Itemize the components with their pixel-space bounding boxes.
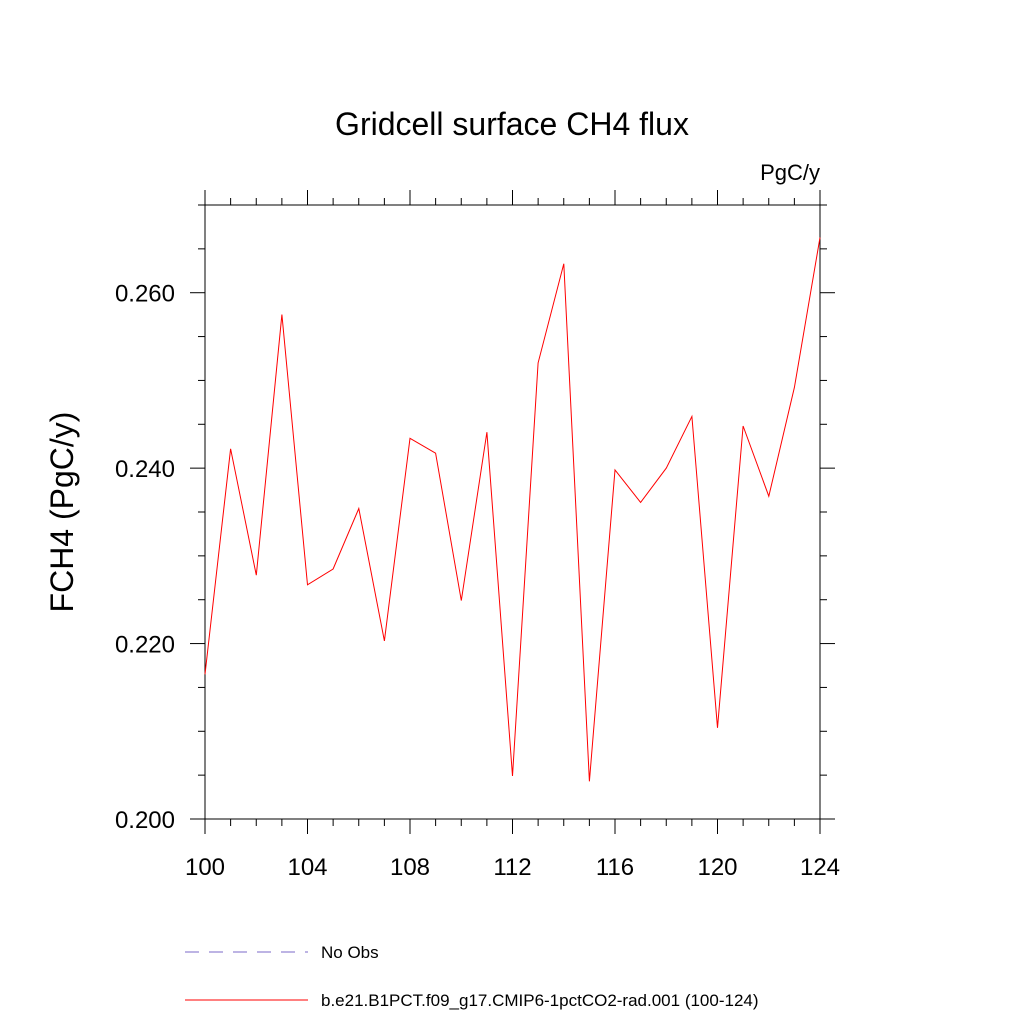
y-tick-label: 0.260 [115,281,175,308]
y-tick-label: 0.220 [115,632,175,659]
tick-labels: 100 104 108 112 116 120 124 0.200 0.220 0.240 0.26… [115,281,840,881]
x-tick-label: 120 [697,854,737,881]
x-tick-label: 112 [493,854,531,881]
axis-ticks [190,190,835,834]
y-tick-label: 0.200 [115,807,175,834]
legend: No Obs b.e21.B1PCT.f09_g17.CMIP6-1pctCO2-… [185,943,759,1010]
units-label: PgC/y [760,160,820,185]
legend-label: b.e21.B1PCT.f09_g17.CMIP6-1pctCO2-rad.00… [321,991,759,1010]
plot-frame [204,204,821,820]
series-line [204,237,821,782]
x-tick-label: 124 [800,854,840,881]
x-tick-label: 100 [185,854,225,881]
chart-title: Gridcell surface CH4 flux [335,106,689,142]
x-tick-label: 108 [390,854,430,881]
y-tick-label: 0.240 [115,456,175,483]
y-axis-label: FCH4 (PgC/y) [44,412,80,613]
series-group [204,237,821,782]
legend-label: No Obs [321,943,379,962]
x-tick-label: 104 [287,854,327,881]
x-tick-label: 116 [596,854,634,881]
